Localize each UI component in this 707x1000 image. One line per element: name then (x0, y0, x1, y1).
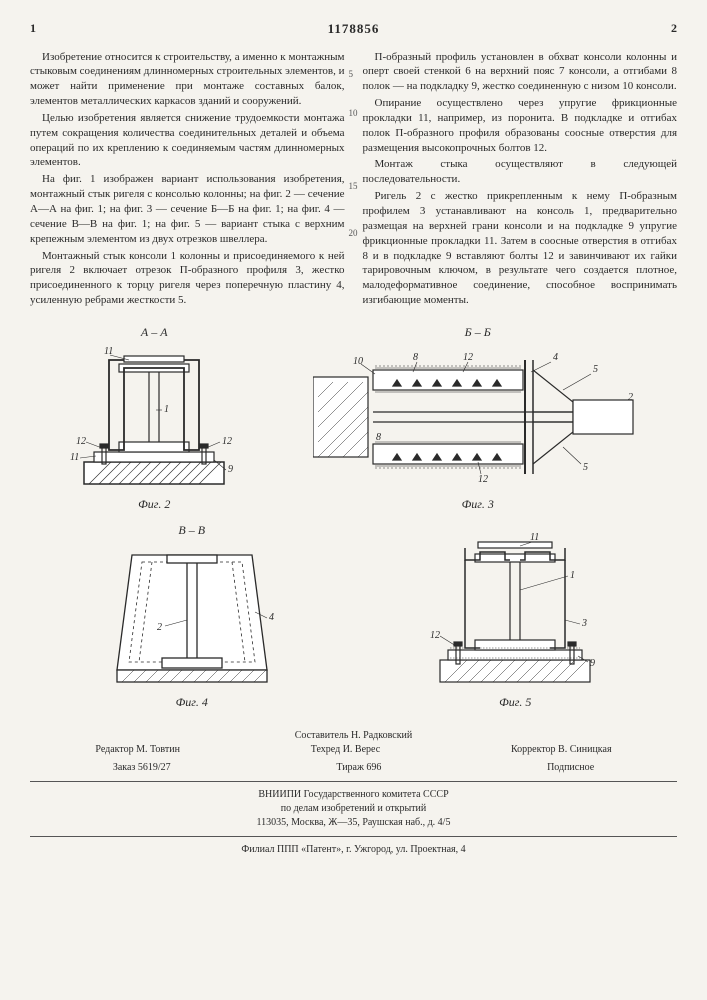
para: Изобретение относится к строительству, а… (30, 50, 345, 109)
para: Монтажный стык консоли 1 колонны и присо… (30, 249, 345, 308)
editor: Редактор М. Товтин (95, 743, 180, 757)
para: Монтаж стыка осуществляют в следующей по… (363, 157, 678, 187)
svg-text:1: 1 (570, 570, 575, 581)
order-row: Заказ 5619/27 Тираж 696 Подписное (30, 761, 677, 775)
para: Ригель 2 с жестко прикрепленным к нему П… (363, 189, 678, 308)
svg-text:10: 10 (353, 356, 363, 367)
col-num-left: 1 (30, 20, 36, 38)
org-line: ВНИИПИ Государственного комитета СССР (30, 788, 677, 802)
figure-label: Фиг. 4 (97, 694, 287, 710)
svg-text:12: 12 (463, 352, 473, 363)
divider (30, 836, 677, 837)
svg-text:4: 4 (553, 352, 558, 363)
footer: Составитель Н. Радковский Редактор М. То… (30, 729, 677, 857)
col-num-right: 2 (671, 20, 677, 38)
org-line: по делам изобретений и открытий (30, 802, 677, 816)
svg-text:11: 11 (70, 452, 79, 463)
tirage: Тираж 696 (336, 761, 381, 775)
svg-text:9: 9 (590, 658, 595, 669)
figure-label: Фиг. 3 (313, 496, 643, 512)
figure-label: Фиг. 2 (64, 496, 244, 512)
figures-row-1: А – А (30, 324, 677, 512)
techred: Техред И. Верес (311, 743, 380, 757)
svg-text:8: 8 (376, 432, 381, 443)
left-column: Изобретение относится к строительству, а… (30, 50, 345, 310)
order: Заказ 5619/27 (113, 761, 171, 775)
line-marker: 20 (349, 227, 358, 239)
svg-text:5: 5 (583, 462, 588, 473)
right-column: 5 10 15 20 П-образный профиль установлен… (363, 50, 678, 310)
para: Целью изобретения является снижение труд… (30, 111, 345, 170)
figure-4: В – В (97, 522, 287, 710)
figure-3: Б – Б (313, 324, 643, 512)
svg-text:4: 4 (269, 612, 274, 623)
section-label: В – В (97, 522, 287, 538)
svg-text:1: 1 (164, 404, 169, 415)
svg-text:12: 12 (478, 474, 488, 485)
credits-row: Редактор М. Товтин Техред И. Верес Корре… (30, 743, 677, 757)
fig4-svg: 2 4 (97, 540, 287, 690)
section-label: А – А (64, 324, 244, 340)
svg-text:9: 9 (228, 464, 233, 475)
para: П-образный профиль установлен в обхват к… (363, 50, 678, 95)
para: Опирание осуществлено через упругие фрик… (363, 96, 678, 155)
line-marker: 10 (349, 107, 358, 119)
compiler: Составитель Н. Радковский (30, 729, 677, 743)
fig3-svg: 10 8 12 8 4 5 2 12 5 (313, 342, 643, 492)
fig2-svg: 11 12 11 1 12 9 (64, 342, 244, 492)
section-label: Б – Б (313, 324, 643, 340)
corrector: Корректор В. Синицкая (511, 743, 612, 757)
svg-text:8: 8 (413, 352, 418, 363)
figure-2: А – А (64, 324, 244, 512)
figure-5: 11 1 12 3 9 Фиг. 5 (420, 530, 610, 710)
page-header: 1 1178856 2 (30, 20, 677, 38)
patent-number: 1178856 (328, 20, 380, 38)
svg-text:11: 11 (530, 532, 539, 543)
svg-text:12: 12 (430, 630, 440, 641)
text-body: Изобретение относится к строительству, а… (30, 50, 677, 310)
line-marker: 5 (349, 68, 354, 80)
figure-label: Фиг. 5 (420, 694, 610, 710)
subscription: Подписное (547, 761, 594, 775)
svg-text:3: 3 (581, 618, 587, 629)
divider (30, 781, 677, 782)
svg-text:2: 2 (628, 392, 633, 403)
svg-text:2: 2 (157, 622, 162, 633)
line-marker: 15 (349, 180, 358, 192)
addr-line: 113035, Москва, Ж—35, Раушская наб., д. … (30, 816, 677, 830)
svg-text:12: 12 (76, 436, 86, 447)
svg-text:12: 12 (222, 436, 232, 447)
figures-row-2: В – В (30, 522, 677, 710)
fig5-svg: 11 1 12 3 9 (420, 530, 610, 690)
para: На фиг. 1 изображен вариант использовани… (30, 172, 345, 246)
svg-text:5: 5 (593, 364, 598, 375)
addr-line: Филиал ППП «Патент», г. Ужгород, ул. Про… (30, 843, 677, 857)
